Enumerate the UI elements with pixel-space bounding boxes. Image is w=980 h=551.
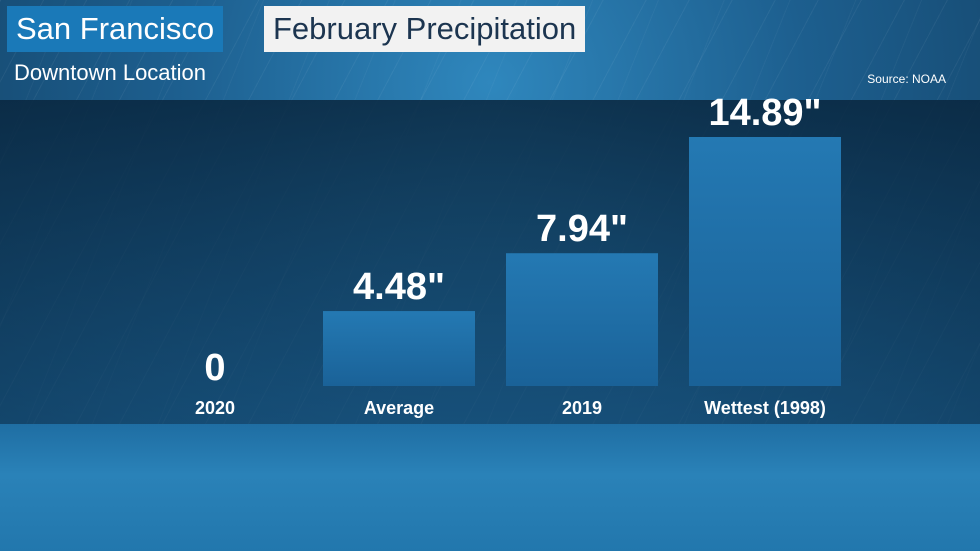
source-note: Source: NOAA	[867, 72, 946, 86]
title-city: San Francisco	[7, 6, 224, 52]
value-label: 4.48"	[353, 266, 445, 308]
value-label: 14.89"	[708, 92, 821, 134]
value-label: 7.94"	[536, 208, 628, 250]
bottom-band	[0, 424, 980, 551]
category-label: Average	[364, 398, 434, 418]
value-label: 0	[204, 347, 225, 389]
category-label: 2019	[562, 398, 602, 418]
category-label: Wettest (1998)	[704, 398, 826, 418]
category-label: 2020	[195, 398, 235, 418]
chart-subtitle: Downtown Location	[14, 60, 207, 85]
bar-wettest-1998	[689, 137, 841, 386]
bar-average	[323, 311, 475, 386]
chart-title: February Precipitation	[264, 6, 586, 52]
bar-2019	[506, 253, 658, 386]
